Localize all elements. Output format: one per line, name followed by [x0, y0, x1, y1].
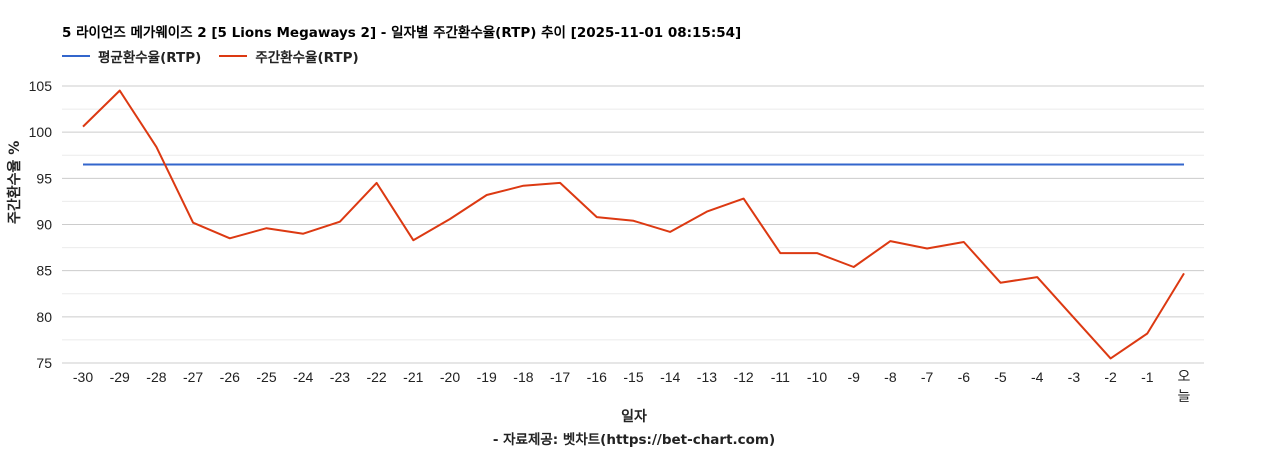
y-tick-label: 80 [36, 309, 52, 325]
y-tick-label: 95 [36, 170, 52, 186]
series-line-weekly[interactable] [82, 89, 1185, 360]
legend-swatch-weekly [219, 55, 248, 57]
x-tick-label: -2 [1104, 369, 1117, 385]
y-tick-label: 105 [29, 78, 53, 94]
gridlines [62, 85, 1204, 364]
y-tick-label: 75 [36, 355, 52, 371]
x-tick-label: -5 [994, 369, 1007, 385]
x-tick-label: -8 [884, 369, 897, 385]
x-tick-label: -29 [110, 369, 130, 385]
legend-item-average[interactable]: 평균환수율(RTP) [62, 46, 201, 66]
x-tick-label: -17 [550, 369, 570, 385]
x-tick-label: -16 [587, 369, 607, 385]
chart-legend: 평균환수율(RTP) 주간환수율(RTP) [62, 46, 377, 66]
legend-label-weekly: 주간환수율(RTP) [255, 50, 359, 66]
x-tick-label: 늘 [1178, 389, 1191, 405]
y-tick-label: 100 [29, 124, 53, 140]
x-tick-label: -21 [403, 369, 423, 385]
y-tick-label: 90 [36, 217, 52, 233]
x-tick-label: -23 [330, 369, 350, 385]
legend-item-weekly[interactable]: 주간환수율(RTP) [219, 46, 359, 66]
x-tick-label: -15 [623, 369, 643, 385]
x-tick-label: -14 [660, 369, 680, 385]
x-axis-ticks: -30 -29 -28 -27 -26 -25 -24 -23 -22 -21 -20 -19 -18 -… [73, 369, 1191, 405]
x-tick-label: -13 [697, 369, 717, 385]
y-axis-title: 주간환수율 % [7, 140, 23, 224]
x-tick-label: -3 [1068, 369, 1081, 385]
x-tick-label: -6 [958, 369, 971, 385]
x-tick-label: -19 [477, 369, 497, 385]
x-tick-label: -7 [921, 369, 934, 385]
legend-label-average: 평균환수율(RTP) [98, 50, 202, 66]
x-tick-label: -12 [733, 369, 753, 385]
x-tick-label: -4 [1031, 369, 1044, 385]
x-tick-label: -28 [146, 369, 166, 385]
legend-swatch-average [62, 55, 90, 57]
x-tick-label: -1 [1141, 369, 1154, 385]
x-tick-label: -18 [513, 369, 533, 385]
x-tick-label: -22 [366, 369, 386, 385]
y-tick-label: 85 [36, 263, 52, 279]
x-axis-title: 일자 [621, 409, 647, 425]
x-tick-label: -26 [220, 369, 240, 385]
source-credit: - 자료제공: 벳차트(https://bet-chart.com) [492, 432, 776, 448]
x-tick-label: 오 [1178, 369, 1191, 385]
x-tick-label: -27 [183, 369, 203, 385]
x-tick-label: -20 [440, 369, 460, 385]
x-tick-label: -30 [73, 369, 93, 385]
x-tick-label: -10 [807, 369, 827, 385]
x-tick-label: -11 [771, 369, 790, 385]
series-lines [82, 89, 1185, 360]
x-tick-label: -9 [847, 369, 860, 385]
x-tick-label: -24 [293, 369, 313, 385]
x-tick-label: -25 [256, 369, 276, 385]
y-axis-ticks: 75 80 85 90 95 100 105 [29, 78, 53, 371]
chart-title: 5 라이언즈 메가웨이즈 2 [5 Lions Megaways 2] - 일자… [62, 25, 742, 41]
